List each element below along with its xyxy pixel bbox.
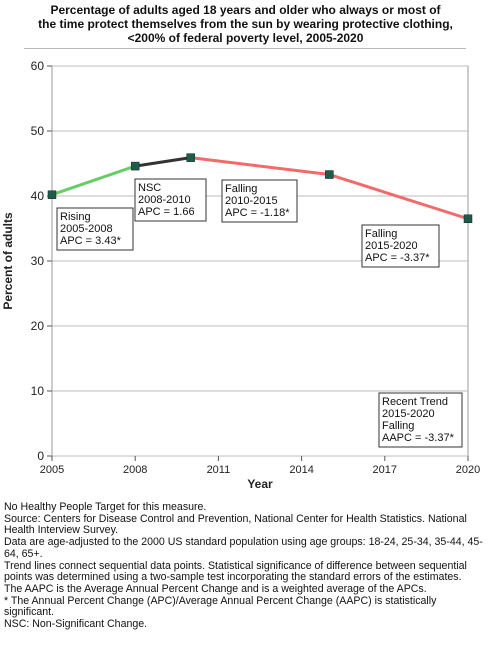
y-tick-label: 40 bbox=[31, 189, 45, 203]
annotation-text-nsc: NSC bbox=[138, 182, 161, 194]
data-point-marker bbox=[463, 214, 473, 223]
footnote-source: Source: Centers for Disease Control and … bbox=[4, 512, 467, 537]
annotation-box-nsc bbox=[134, 178, 207, 222]
x-tick-label: 2020 bbox=[456, 464, 480, 476]
title-divider bbox=[24, 48, 466, 49]
annotation-text-falling-2: 2015-2020 bbox=[365, 240, 418, 252]
annotation-text-falling-2: APC = -3.37* bbox=[365, 252, 430, 264]
footnotes: No Healthy People Target for this measur… bbox=[4, 501, 488, 631]
annotation-text-recent-trend: Recent Trend bbox=[382, 396, 448, 408]
annotation-text-nsc: 2008-2010 bbox=[138, 194, 191, 206]
annotation-text-recent-trend: AAPC = -3.37* bbox=[382, 432, 455, 444]
x-tick-label: 2008 bbox=[123, 464, 147, 476]
y-tick-label: 50 bbox=[31, 124, 45, 138]
annotation-text-recent-trend: 2015-2020 bbox=[382, 408, 435, 420]
trend-segment-falling bbox=[327, 173, 470, 221]
data-point-marker bbox=[186, 153, 195, 162]
y-tick-label: 30 bbox=[31, 254, 45, 268]
annotation-text-falling-1: APC = -1.18* bbox=[225, 207, 290, 219]
title-line-2: the time protect themselves from the sun… bbox=[38, 17, 453, 31]
annotation-text-falling-2: Falling bbox=[365, 228, 397, 240]
footnote-significance: * The Annual Percent Change (APC)/Averag… bbox=[4, 594, 437, 619]
x-tick-label: 2014 bbox=[289, 464, 313, 476]
annotation-text-rising: 2005-2008 bbox=[60, 223, 113, 235]
title-line-3: <200% of federal poverty level, 2005-202… bbox=[127, 31, 364, 45]
footnote-nsc: NSC: Non-Significant Change. bbox=[4, 618, 148, 631]
y-tick-label: 60 bbox=[31, 59, 45, 73]
y-axis-label: Percent of adults bbox=[1, 212, 15, 310]
annotation-box-falling-2 bbox=[361, 224, 440, 268]
trend-segment-falling bbox=[189, 156, 331, 177]
chart-title: Percentage of adults aged 18 years and o… bbox=[0, 3, 491, 45]
y-tick-label: 0 bbox=[37, 449, 44, 463]
footnote-age-adjustment: Data are age-adjusted to the 2000 US sta… bbox=[4, 536, 483, 560]
y-tick-label: 20 bbox=[31, 319, 45, 333]
trend-segment-nsc bbox=[133, 156, 193, 168]
data-point-marker bbox=[130, 161, 140, 171]
annotation-text-falling-1: 2010-2015 bbox=[225, 195, 278, 207]
x-tick-label: 2017 bbox=[373, 464, 397, 476]
annotation-text-falling-1: Falling bbox=[225, 183, 257, 195]
trend-segment-rising bbox=[50, 164, 137, 197]
data-point-marker bbox=[325, 170, 334, 179]
footnote-aapc: The AAPC is the Average Annual Percent C… bbox=[4, 582, 427, 595]
y-tick-label: 10 bbox=[31, 384, 45, 398]
annotation-box-recent-trend bbox=[378, 392, 463, 448]
x-tick-label: 2011 bbox=[207, 464, 231, 476]
footnote-trend-lines: Trend lines connect sequential data poin… bbox=[4, 559, 467, 584]
annotation-text-nsc: APC = 1.66 bbox=[138, 206, 195, 218]
title-line-1: Percentage of adults aged 18 years and o… bbox=[50, 3, 441, 17]
line-chart: 0 10 20 30 40 50 60 2005 2008 2011 2014 2017 2020 Yea… bbox=[1, 59, 480, 491]
x-tick-label: 2005 bbox=[40, 464, 64, 476]
annotation-text-recent-trend: Falling bbox=[382, 420, 414, 432]
annotation-box-rising bbox=[56, 207, 134, 251]
data-point-marker bbox=[47, 190, 57, 199]
x-axis-label: Year bbox=[247, 477, 273, 491]
annotation-text-rising: APC = 3.43* bbox=[60, 235, 122, 247]
footnote-target: No Healthy People Target for this measur… bbox=[4, 501, 207, 513]
annotation-text-rising: Rising bbox=[60, 211, 91, 223]
annotation-box-falling-1 bbox=[221, 179, 298, 223]
